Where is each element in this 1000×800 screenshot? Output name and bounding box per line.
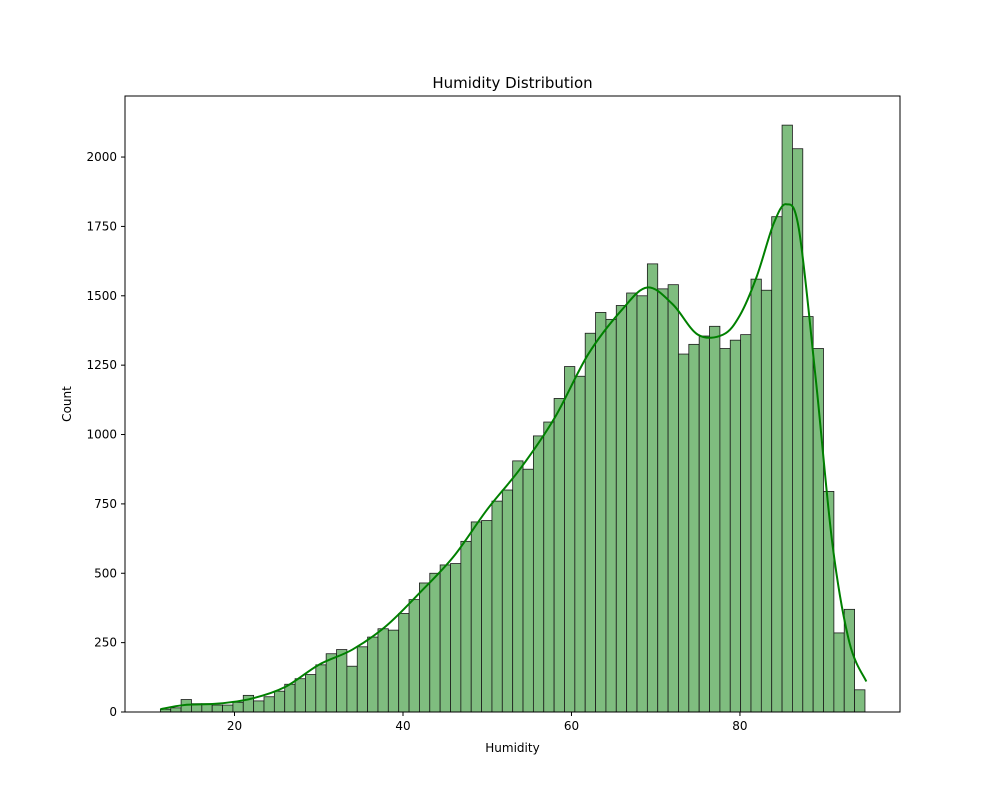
histogram-bar — [667, 284, 679, 713]
histogram-bar — [823, 491, 835, 713]
histogram-bar — [367, 636, 379, 713]
histogram-bar — [792, 148, 804, 713]
histogram-bar — [522, 468, 534, 713]
histogram-bar — [646, 263, 659, 713]
histogram-bars — [159, 124, 866, 713]
y-tick-label: 500 — [94, 566, 117, 580]
histogram-bar — [460, 540, 472, 713]
histogram-bar — [470, 521, 482, 713]
histogram-bar — [719, 348, 731, 713]
plot-frame — [124, 95, 901, 713]
y-tick-label: 250 — [94, 636, 117, 650]
histogram-bar — [657, 288, 669, 713]
histogram-bar — [740, 334, 752, 713]
histogram-bar — [501, 489, 514, 713]
histogram-bar — [605, 318, 617, 713]
histogram-bar — [595, 312, 607, 713]
kde-line — [160, 203, 868, 711]
histogram-bar — [211, 704, 223, 713]
histogram-bar — [170, 707, 182, 713]
x-axis-label: Humidity — [485, 741, 539, 755]
histogram-bar — [481, 520, 493, 713]
y-tick-label: 0 — [109, 705, 117, 719]
y-tick-label: 1250 — [86, 358, 117, 372]
x-tick-label: 80 — [732, 719, 747, 733]
histogram-bar — [315, 664, 327, 713]
histogram-bar — [325, 653, 337, 713]
histogram-bar — [709, 325, 721, 713]
histogram-bar — [802, 316, 814, 713]
histogram-bar — [294, 678, 306, 713]
histogram-bar — [305, 674, 317, 713]
x-tick-label: 40 — [395, 719, 410, 733]
x-axis: 20 40 60 80 — [227, 712, 748, 733]
histogram-bar — [346, 665, 358, 713]
histogram-bar — [387, 629, 400, 713]
y-axis-label: Count — [60, 386, 74, 422]
histogram-bar — [222, 704, 234, 713]
x-tick-label: 60 — [564, 719, 579, 733]
histogram-bar — [408, 599, 420, 713]
histogram-bar — [729, 339, 742, 713]
histogram-bar — [574, 375, 586, 713]
y-axis: 0 250 500 750 1000 1250 1500 1750 2000 — [86, 150, 125, 719]
histogram-bar — [553, 398, 565, 713]
histogram-bar — [771, 216, 783, 713]
histogram-bar — [615, 305, 628, 713]
histogram-bar — [419, 582, 431, 713]
histogram-bar — [781, 124, 793, 713]
histogram-bar — [532, 435, 545, 713]
histogram-bar — [698, 335, 710, 713]
y-tick-label: 1750 — [86, 219, 117, 233]
histogram-bar — [450, 563, 462, 713]
chart-title: Humidity Distribution — [432, 74, 592, 92]
x-tick-label: 20 — [227, 719, 242, 733]
histogram-bar — [377, 628, 389, 713]
histogram-bar — [336, 649, 348, 713]
histogram-bar — [833, 632, 845, 713]
y-tick-label: 2000 — [86, 150, 117, 164]
histogram-bar — [398, 613, 410, 713]
histogram-bar — [760, 289, 773, 713]
histogram-bar — [626, 292, 638, 713]
histogram-bar — [273, 690, 286, 713]
histogram-bar — [263, 696, 275, 713]
histogram-bar — [678, 353, 690, 713]
histogram-bar — [512, 460, 524, 713]
histogram-bar — [232, 701, 244, 713]
y-tick-label: 1000 — [86, 428, 117, 442]
histogram-bar — [439, 564, 451, 713]
histogram-bar — [750, 278, 762, 713]
histogram-bar — [356, 646, 369, 713]
histogram-bar — [284, 683, 296, 713]
histogram-bar — [564, 366, 576, 713]
histogram-bar — [543, 421, 555, 713]
histogram-bar — [491, 500, 503, 713]
histogram-bar — [636, 295, 648, 713]
histogram-bar — [429, 572, 441, 713]
histogram-bar — [854, 689, 866, 713]
histogram-bar — [584, 332, 596, 713]
histogram-bar — [688, 343, 700, 713]
y-tick-label: 750 — [94, 497, 117, 511]
y-tick-label: 1500 — [86, 289, 117, 303]
histogram-bar — [253, 700, 265, 713]
